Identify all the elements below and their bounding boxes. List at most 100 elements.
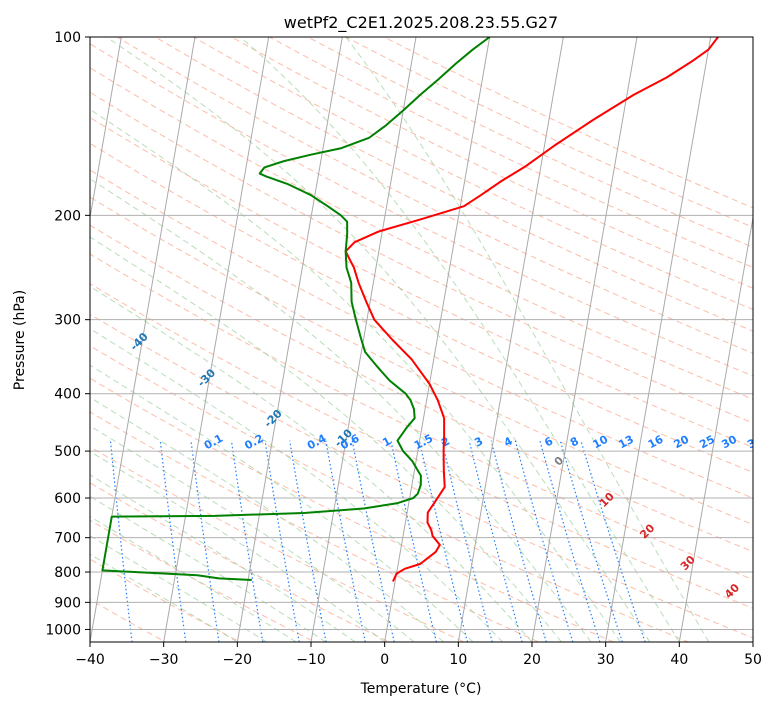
- isotherm-label: -20: [262, 407, 285, 430]
- isotherm-line: [163, 37, 270, 642]
- y-tick-label: 500: [54, 444, 81, 460]
- chart-title: wetPf2_C2E1.2025.208.23.55.G27: [284, 13, 558, 33]
- mixing-ratio-line: [289, 440, 327, 642]
- x-tick-label: 0: [380, 652, 389, 668]
- dry-adiabat: [90, 519, 316, 642]
- wet-bulb-label: 30: [678, 553, 698, 573]
- isotherm-label: -60: [0, 231, 21, 254]
- x-tick-label: 10: [449, 652, 467, 668]
- temperature-profile-line: [344, 37, 719, 582]
- mixing-ratio-line: [390, 440, 438, 642]
- mixing-ratio-line: [418, 440, 469, 642]
- mixing-ratio-line: [230, 440, 264, 642]
- mixing-ratio-line: [559, 440, 623, 642]
- dry-adiabat: [116, 37, 753, 354]
- dry-adiabat: [90, 482, 391, 642]
- dry-adiabat: [90, 313, 753, 639]
- mixing-ratio-line: [190, 440, 220, 642]
- isotherm-line: [384, 37, 491, 642]
- moist-adiabat: [90, 364, 474, 642]
- y-tick-label: 300: [54, 313, 81, 329]
- mixing-ratio-label: 8: [568, 434, 581, 449]
- mixing-ratio-label: 30: [719, 433, 739, 452]
- x-tick-label: −10: [296, 652, 326, 668]
- dry-adiabat: [90, 283, 753, 609]
- dry-adiabat: [90, 377, 615, 642]
- moist-adiabat: [90, 474, 356, 642]
- mixing-ratio-label: 13: [616, 433, 636, 452]
- wet-bulb-label: 40: [722, 581, 742, 601]
- x-axis-label: Temperature (°C): [360, 681, 482, 697]
- y-tick-label: 1000: [45, 622, 81, 638]
- isotherm-line: [90, 37, 122, 221]
- moist-adiabat: [90, 178, 592, 642]
- wet-bulb-label: 10: [597, 490, 617, 510]
- dry-adiabat: [90, 345, 690, 642]
- x-tick-label: −40: [75, 652, 105, 668]
- y-tick-label: 200: [54, 208, 81, 224]
- y-tick-label: 100: [54, 30, 81, 46]
- dry-adiabat: [306, 37, 753, 248]
- dry-adiabat: [90, 224, 753, 553]
- dry-adiabat: [90, 117, 753, 448]
- isotherm-line: [531, 37, 638, 642]
- mixing-ratio-line: [264, 440, 300, 642]
- y-tick-label: 400: [54, 387, 81, 403]
- moist-adiabat: [106, 37, 651, 642]
- isotherm-label: -50: [63, 278, 86, 301]
- isotherm-label: -40: [128, 330, 151, 353]
- mixing-ratio-line: [159, 440, 187, 642]
- mixing-ratio-label: 2: [439, 434, 452, 449]
- isotherm-line: [605, 37, 712, 642]
- x-tick-label: 50: [744, 652, 762, 668]
- isotherm-line: [457, 37, 564, 642]
- isotherm-line: [678, 214, 753, 642]
- moist-adiabat: [345, 37, 710, 642]
- dry-adiabat: [90, 558, 242, 642]
- mixing-ratio-label: 25: [697, 433, 717, 452]
- moist-adiabat: [90, 425, 415, 642]
- plot-frame: [89, 36, 754, 643]
- mixing-ratio-label: 16: [646, 433, 666, 452]
- mixing-ratio-label: 20: [672, 433, 692, 452]
- mixing-ratio-label: 0.4: [305, 432, 329, 453]
- y-tick-label: 800: [54, 565, 81, 581]
- moist-adiabat: [90, 495, 327, 642]
- dry-adiabat: [90, 253, 753, 581]
- moist-adiabat: [90, 236, 562, 642]
- x-tick-label: 20: [523, 652, 541, 668]
- x-tick-label: −30: [149, 652, 179, 668]
- dry-adiabat: [90, 91, 753, 424]
- moist-adiabat: [90, 285, 533, 642]
- isotherm-line: [752, 639, 753, 642]
- mixing-ratio-line: [441, 440, 493, 642]
- mixing-ratio-label: 10: [591, 433, 611, 452]
- dry-adiabat: [90, 67, 753, 400]
- moist-adiabat: [90, 553, 238, 642]
- mixing-ratio-line: [468, 440, 523, 642]
- x-tick-label: 30: [597, 652, 615, 668]
- dewpoint-profile-line: [101, 37, 491, 581]
- y-tick-label: 700: [54, 531, 81, 547]
- y-tick-label: 900: [54, 595, 81, 611]
- moist-adiabat: [90, 108, 621, 642]
- isotherm-line: [310, 37, 417, 642]
- dry-adiabat: [192, 37, 753, 311]
- dry-adiabat: [90, 43, 753, 377]
- mixing-ratio-label: 3: [472, 434, 485, 449]
- moist-adiabat: [90, 535, 268, 642]
- dry-adiabat: [344, 37, 753, 228]
- y-tick-label: 600: [54, 491, 81, 507]
- dry-adiabat: [90, 196, 753, 526]
- moist-adiabat: [90, 450, 385, 642]
- mixing-ratio-line: [514, 440, 574, 642]
- mixing-ratio-label: 4: [502, 434, 515, 449]
- dry-adiabat: [90, 598, 167, 642]
- mixing-ratio-label: 0.1: [202, 432, 225, 453]
- mixing-ratio-line: [325, 440, 366, 642]
- isotherm-label: -30: [195, 366, 218, 389]
- dry-adiabat: [90, 142, 753, 474]
- moist-adiabat: [239, 37, 680, 642]
- dry-adiabat: [90, 446, 466, 642]
